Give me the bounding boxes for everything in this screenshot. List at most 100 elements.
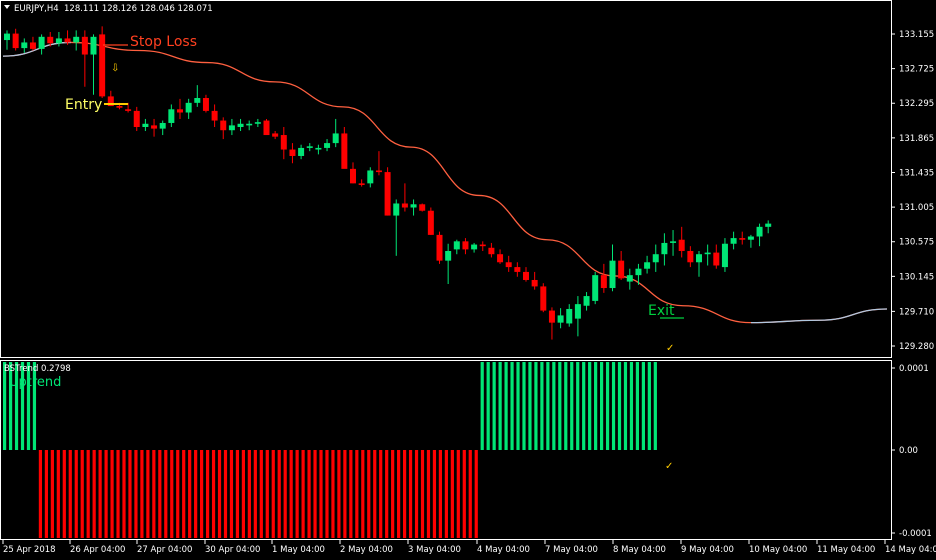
candle: [678, 226, 685, 258]
candle: [272, 131, 279, 140]
candle: [151, 118, 158, 137]
candle: [315, 144, 322, 155]
candle: [21, 38, 28, 53]
time-tick-label: 14 May 04:00: [885, 545, 936, 555]
histogram-bar: [432, 450, 437, 538]
histogram-bar: [176, 450, 180, 538]
candle: [220, 117, 227, 140]
histogram-bar: [647, 362, 651, 450]
price-tick-label: 132.725: [899, 65, 934, 75]
histogram-bar: [444, 450, 448, 538]
candle: [47, 31, 54, 47]
indicator-tick-label: 0.0001: [899, 364, 929, 374]
candle: [609, 244, 616, 292]
candle: [548, 307, 555, 340]
histogram-bar: [20, 362, 25, 450]
histogram-bar: [200, 450, 204, 538]
histogram-bar: [588, 362, 592, 450]
histogram-bar: [50, 450, 54, 538]
histogram-bar: [277, 450, 281, 538]
histogram-bar: [450, 450, 454, 538]
candle: [55, 31, 62, 47]
histogram-bar: [367, 450, 371, 538]
candle: [704, 244, 711, 266]
candle: [600, 263, 607, 293]
histogram-bar: [247, 450, 251, 538]
candle: [350, 162, 356, 184]
candle: [375, 151, 382, 176]
histogram-bar: [516, 362, 520, 450]
time-axis: 25 Apr 2018 26 Apr 04:00 27 Apr 04:00 30 Ap…: [2, 540, 936, 555]
histogram-bar: [116, 450, 120, 538]
candle: [125, 102, 132, 113]
candle: [445, 243, 452, 285]
moving-average-flat-end: [750, 308, 888, 324]
candle: [194, 85, 201, 107]
histogram-bar: [301, 450, 305, 538]
histogram-bar: [468, 450, 472, 538]
candle: [479, 241, 486, 251]
histogram-bar: [271, 450, 275, 538]
candle: [228, 118, 235, 136]
histogram-bar: [205, 450, 210, 538]
histogram-bar: [456, 450, 460, 538]
histogram-bar: [402, 450, 407, 538]
histogram-bar: [546, 362, 550, 450]
histogram-bar: [605, 362, 610, 450]
candle: [168, 104, 175, 127]
candle: [81, 30, 88, 87]
histogram-bar: [104, 450, 108, 538]
price-tick-label: 131.435: [899, 168, 934, 178]
histogram-bar: [343, 450, 347, 538]
histogram-bar: [265, 450, 269, 538]
histogram-bar: [134, 450, 138, 538]
candle: [393, 199, 400, 256]
moving-average-line: [2, 41, 888, 324]
candle: [73, 30, 80, 51]
exit-label: Exit: [648, 303, 675, 319]
histogram-bar: [594, 362, 598, 450]
candle: [159, 120, 166, 136]
price-axis: 133.155 132.725 132.295 131.865 131.435 131.0…: [891, 30, 934, 352]
candle: [324, 139, 331, 152]
histogram-bar: [337, 450, 341, 538]
candle: [471, 242, 478, 253]
histogram-bar: [80, 450, 84, 538]
candle: [133, 106, 140, 132]
histogram-bar: [122, 450, 126, 538]
entry-label: Entry: [65, 97, 102, 113]
candle: [652, 244, 659, 272]
symbol-timeframe: EURJPY,H4: [14, 4, 59, 14]
candle: [202, 94, 209, 113]
indicator-title: BSTrend 0.2798: [4, 364, 71, 374]
histogram-bar: [241, 450, 245, 538]
histogram-bar: [188, 450, 192, 538]
candle: [401, 183, 408, 212]
candle: [531, 271, 538, 290]
candle: [99, 26, 106, 99]
time-tick-label: 1 May 04:00: [272, 545, 325, 555]
candle: [410, 199, 417, 216]
candle: [635, 263, 642, 285]
indicator-tick-label: -0.0001: [899, 529, 932, 539]
histogram-bar: [355, 450, 359, 538]
candle: [488, 242, 495, 258]
candle: [29, 36, 36, 51]
time-tick-label: 30 Apr 04:00: [205, 545, 260, 555]
indicator-state-label: Uptrend: [9, 375, 61, 390]
histogram-bar: [641, 362, 645, 450]
histogram-bar: [611, 362, 616, 450]
candle: [211, 104, 218, 127]
histogram-bar: [576, 362, 580, 450]
price-tick-label: 131.865: [899, 134, 934, 144]
histogram-bar: [68, 450, 72, 538]
time-tick-label: 9 May 04:00: [681, 545, 734, 555]
price-tick-label: 129.280: [899, 342, 934, 352]
candle: [280, 126, 287, 160]
histogram-bar: [486, 362, 490, 450]
price-tick-label: 132.295: [899, 99, 934, 109]
histogram-bar: [617, 362, 622, 450]
dropdown-triangle-icon[interactable]: [4, 5, 10, 9]
candle: [263, 118, 270, 136]
